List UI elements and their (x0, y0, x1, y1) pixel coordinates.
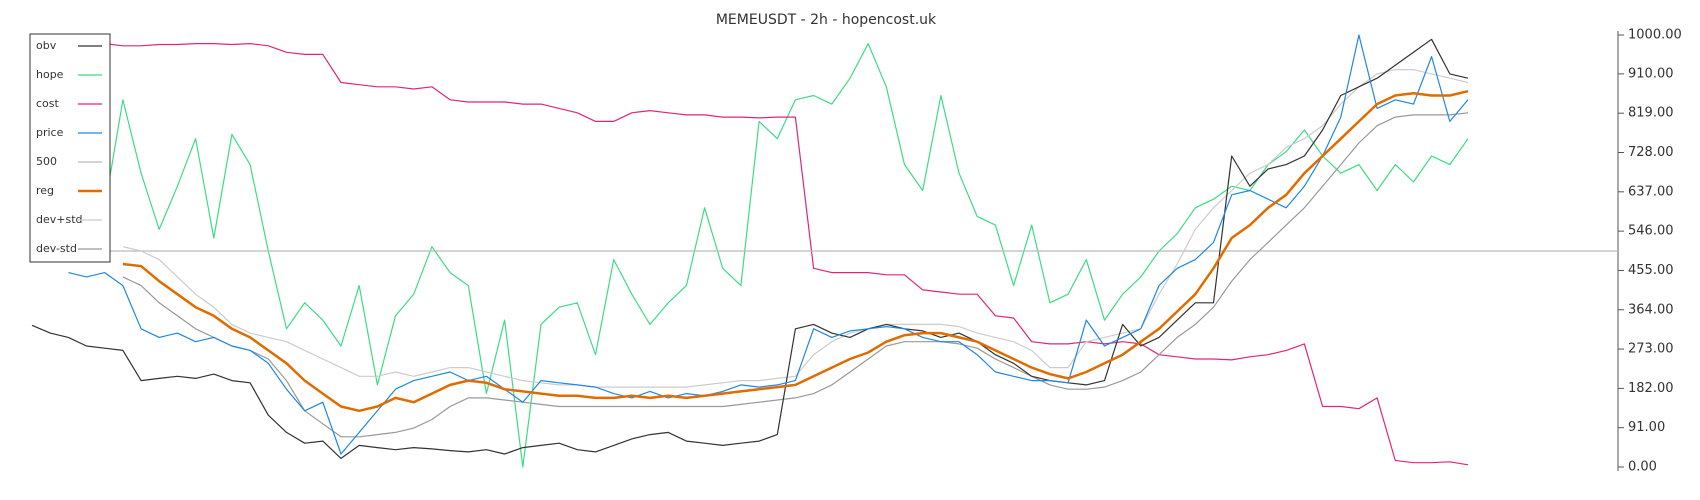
legend-label: 500 (36, 155, 57, 168)
legend-label: obv (36, 39, 57, 52)
y-tick-label: 0.00 (1628, 460, 1657, 475)
y-tick-label: 546.00 (1628, 224, 1674, 239)
series-line (122, 69, 1469, 388)
y-tick-label: 273.00 (1628, 342, 1674, 357)
y-tick-label: 819.00 (1628, 106, 1674, 121)
y-tick-label: 910.00 (1628, 66, 1674, 81)
legend: obv hope cost price 500 reg dev+std dev-std (29, 33, 111, 263)
legend-label: dev-std (36, 242, 77, 255)
legend-box (29, 33, 111, 263)
y-tick-label: 364.00 (1628, 302, 1674, 317)
series-line (122, 112, 1469, 438)
series-line (86, 43, 1469, 468)
series-line (68, 34, 1469, 455)
y-tick-label: 1000.00 (1628, 28, 1682, 43)
legend-label: price (36, 126, 64, 139)
y-tick-label: 728.00 (1628, 145, 1674, 160)
y-tick-label: 182.00 (1628, 381, 1674, 396)
y-tick-label: 91.00 (1628, 420, 1665, 435)
legend-label: reg (36, 184, 54, 197)
chart-title: MEMEUSDT - 2h - hopencost.uk (716, 12, 937, 28)
series-line (122, 89, 1469, 413)
legend-label: cost (36, 97, 60, 110)
y-tick-label: 455.00 (1628, 263, 1674, 278)
series-line (31, 38, 1469, 459)
y-tick-label: 637.00 (1628, 184, 1674, 199)
legend-label: hope (36, 68, 64, 81)
legend-label: dev+std (36, 213, 83, 226)
series-line (104, 43, 1469, 466)
